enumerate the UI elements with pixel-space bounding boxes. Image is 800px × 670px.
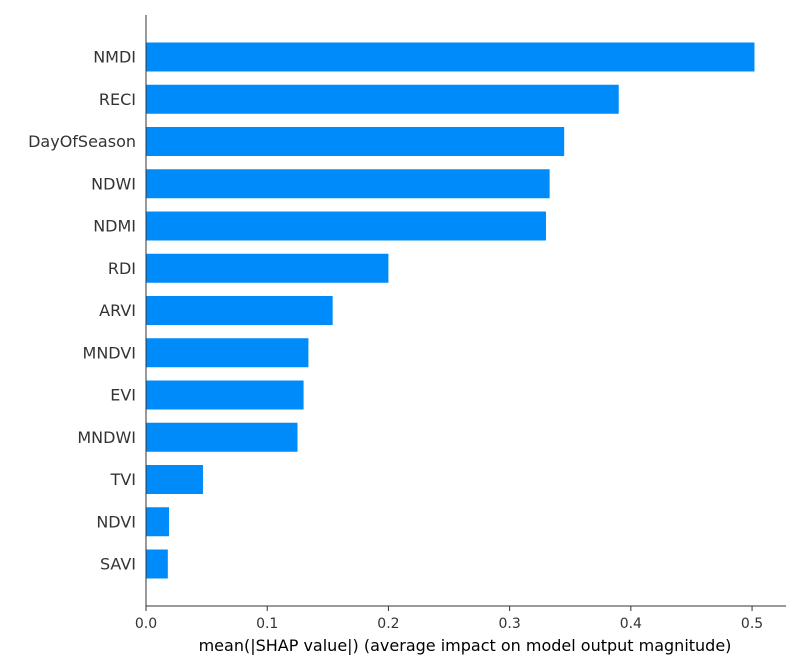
feature-label-dayofseason: DayOfSeason (28, 132, 136, 151)
x-tick-label-4: 0.4 (620, 616, 642, 632)
feature-label-ndwi: NDWI (91, 174, 136, 193)
bar-mndwi (146, 422, 298, 452)
feature-label-mndvi: MNDVI (83, 343, 136, 362)
feature-label-arvi: ARVI (99, 301, 136, 320)
feature-label-evi: EVI (110, 386, 136, 405)
x-tick-label-3: 0.3 (499, 616, 521, 632)
feature-label-rdi: RDI (108, 259, 136, 278)
x-ticks-layer: 0.0 0.1 0.2 0.3 0.4 0.5 (135, 606, 763, 632)
bar-mndvi (146, 338, 309, 368)
feature-label-tvi: TVI (110, 470, 136, 489)
x-tick-label-2: 0.2 (377, 616, 399, 632)
x-axis-title: mean(|SHAP value|) (average impact on mo… (199, 636, 732, 655)
feature-label-nmdi: NMDI (93, 48, 136, 67)
feature-label-savi: SAVI (100, 555, 136, 574)
feature-label-reci: RECI (99, 90, 136, 109)
bar-rdi (146, 253, 389, 283)
x-tick-label-0: 0.0 (135, 616, 157, 632)
feature-label-mndwi: MNDWI (77, 428, 136, 447)
feature-label-ndvi: NDVI (96, 512, 136, 531)
bar-ndvi (146, 507, 170, 537)
feature-labels-layer: NMDI RECI DayOfSeason NDWI NDMI RDI ARVI MNDVI E… (28, 48, 136, 574)
bar-savi (146, 549, 168, 579)
bar-evi (146, 380, 304, 410)
x-tick-label-5: 0.5 (741, 616, 763, 632)
bar-ndwi (146, 169, 550, 199)
bar-nmdi (146, 42, 755, 72)
bar-arvi (146, 296, 333, 325)
bar-dayofseason (146, 127, 565, 156)
feature-label-ndmi: NDMI (93, 217, 136, 236)
bar-reci (146, 84, 619, 114)
bars-layer (146, 42, 755, 579)
bar-ndmi (146, 211, 546, 241)
bar-tvi (146, 465, 203, 494)
x-tick-label-1: 0.1 (256, 616, 278, 632)
